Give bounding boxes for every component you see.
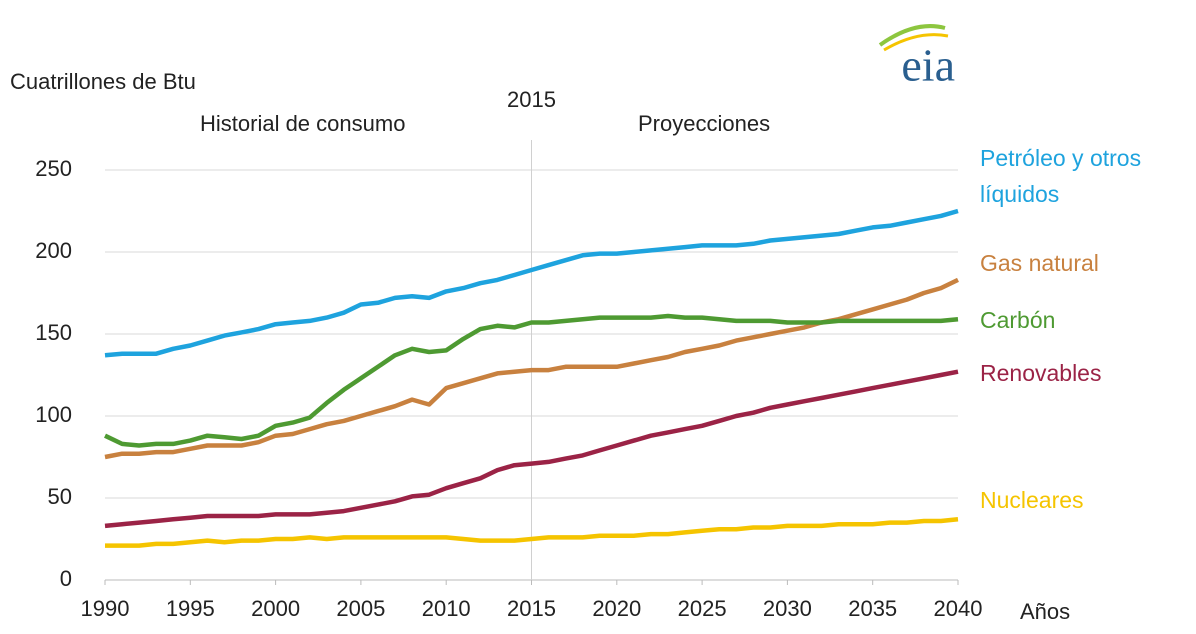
x-tick-label: 2040 [934,596,983,621]
x-tick-label: 2010 [422,596,471,621]
x-tick-label: 2025 [678,596,727,621]
annotation: Historial de consumo [200,111,405,136]
x-axis-label: Años [1020,599,1070,624]
series-label: Gas natural [980,250,1099,276]
x-tick-label: 2005 [336,596,385,621]
x-tick-label: 2030 [763,596,812,621]
series-line [104,208,959,358]
x-tick-label: 1995 [166,596,215,621]
x-tick-label: 2000 [251,596,300,621]
logo: eia [901,40,955,91]
series-label: Renovables [980,360,1102,386]
y-tick-label: 150 [35,320,72,345]
y-tick-label: 50 [48,484,72,509]
y-tick-label: 100 [35,402,72,427]
annotation: Proyecciones [638,111,770,136]
series-line [104,313,959,448]
series-label: Petróleo y otros líquidos [980,145,1142,207]
x-tick-label: 2035 [848,596,897,621]
divider-label: 2015 [507,87,556,112]
series-line [105,517,959,548]
series-label: Nucleares [980,487,1084,513]
series-label: Carbón [980,307,1056,333]
x-tick-label: 2015 [507,596,556,621]
series-line [104,369,959,529]
x-tick-label: 2020 [592,596,641,621]
y-tick-label: 250 [35,156,72,181]
y-tick-label: 200 [35,238,72,263]
logo-swoosh [883,33,949,52]
y-axis-label: Cuatrillones de Btu [10,69,196,94]
y-tick-label: 0 [60,566,72,591]
logo-swoosh [878,24,946,47]
x-tick-label: 1990 [81,596,130,621]
